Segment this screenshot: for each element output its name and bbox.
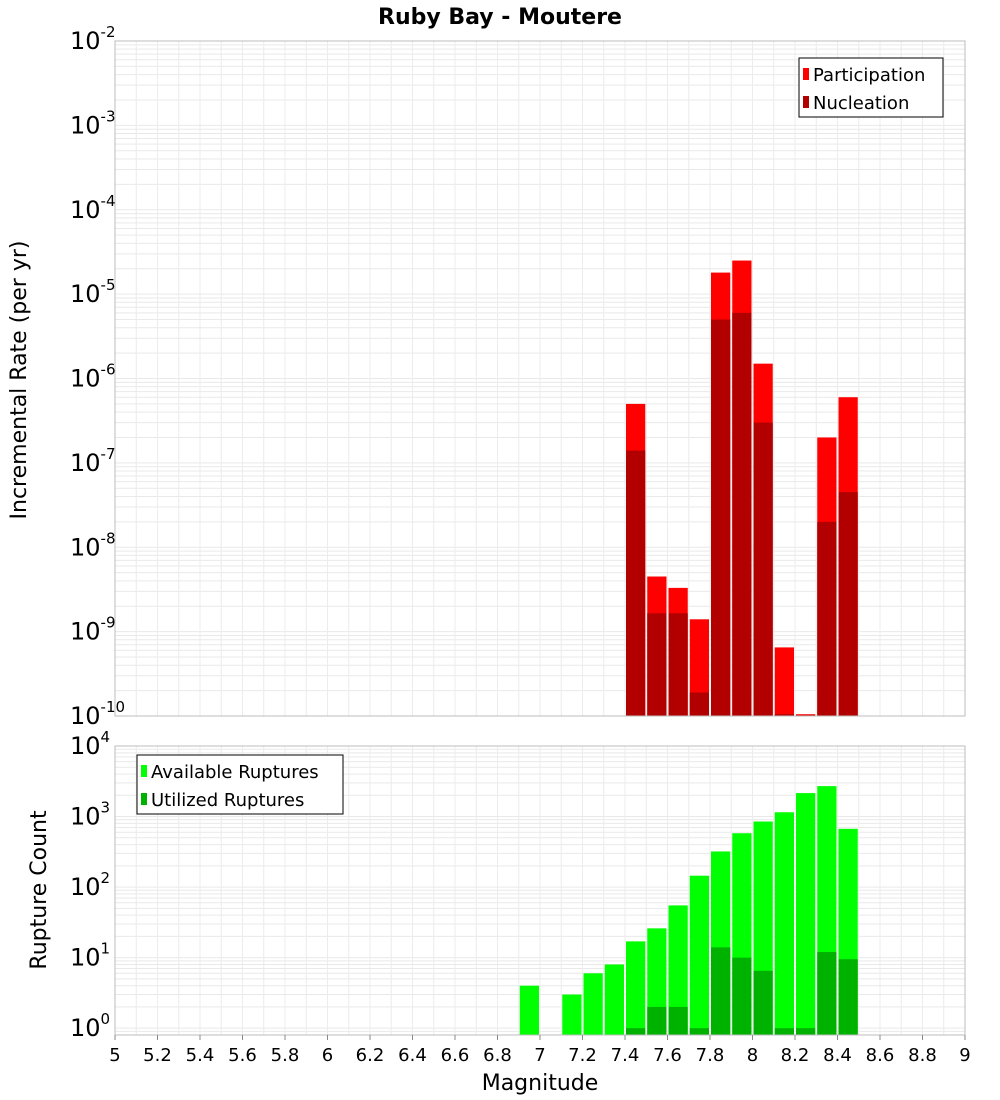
x-tick-label: 7.8 (696, 1045, 725, 1066)
x-tick-label: 5.6 (228, 1045, 257, 1066)
count-bar-utilized-ruptures (774, 1028, 794, 1035)
x-axis-label: Magnitude (482, 1071, 599, 1096)
rate-bar-nucleation (817, 521, 837, 716)
y-tick-label: 104 (70, 728, 110, 760)
x-tick-label: 7 (534, 1045, 545, 1066)
rate-legend-label: Nucleation (813, 93, 909, 114)
count-bar-utilized-ruptures (838, 959, 858, 1035)
rate-bar-nucleation (711, 319, 731, 716)
x-tick-label: 8.4 (823, 1045, 852, 1066)
count-x-ticks: 5 5.2 5.4 5.6 5.8 6 6.2 6.4 6.6 6.8 7 7.2 7.4 7.6 7.8 8… (109, 1035, 971, 1066)
count-bar-utilized-ruptures (626, 1028, 646, 1035)
count-legend-swatch (141, 793, 147, 805)
y-tick-label: 10-7 (70, 445, 116, 477)
rate-bar-nucleation (774, 714, 794, 716)
x-tick-label: 5 (109, 1045, 120, 1066)
rate-legend-label: Participation (813, 65, 925, 86)
count-legend-swatch (141, 765, 147, 777)
count-bar-available-ruptures (562, 994, 582, 1035)
rate-legend-box (798, 57, 944, 118)
y-tick-label: 102 (70, 869, 110, 901)
rate-y-ticks: 10-10 10-9 10-8 10-7 10-6 10-5 10-4 10-3 10-2 (70, 23, 125, 730)
y-tick-label: 10-8 (70, 529, 116, 561)
count-y-axis-label: Rupture Count (27, 810, 52, 970)
y-tick-label: 10-3 (70, 107, 116, 139)
count-legend-box (136, 754, 344, 815)
y-tick-label: 10-6 (70, 361, 116, 393)
count-bar-utilized-ruptures (732, 957, 752, 1035)
x-tick-label: 8 (747, 1045, 758, 1066)
rate-panel: 10-10 10-9 10-8 10-7 10-6 10-5 10-4 10-3 10-2 In… (7, 23, 966, 730)
count-bar-available-ruptures (583, 973, 603, 1035)
rate-bar-nucleation (626, 450, 646, 716)
rate-bar-nucleation (838, 492, 858, 716)
rate-bar-nucleation (732, 312, 752, 716)
x-tick-label: 9 (959, 1045, 970, 1066)
count-bar-utilized-ruptures (711, 947, 731, 1035)
count-legend-label: Available Ruptures (151, 762, 319, 783)
x-tick-label: 6.2 (356, 1045, 385, 1066)
y-tick-label: 10-10 (70, 698, 125, 730)
x-tick-label: 5.8 (271, 1045, 300, 1066)
count-bar-available-ruptures (796, 793, 816, 1035)
count-bar-available-ruptures (604, 964, 624, 1035)
rate-grid (114, 40, 966, 717)
x-tick-label: 7.4 (611, 1045, 640, 1066)
y-tick-label: 10-5 (70, 276, 116, 308)
count-y-ticks: 100 101 102 103 104 (70, 728, 110, 1042)
count-bar-available-ruptures (689, 875, 709, 1035)
rate-legend-swatch (803, 96, 809, 108)
count-bar-utilized-ruptures (689, 1028, 709, 1035)
count-bar-utilized-ruptures (668, 1006, 688, 1035)
rate-bar-nucleation (753, 422, 773, 716)
count-bar-utilized-ruptures (796, 1028, 816, 1035)
y-tick-label: 10-9 (70, 614, 116, 646)
count-panel: 100 101 102 103 104 5 5.2 5.4 5.6 5.8 6 6.2 6.4 6.6 6… (27, 728, 971, 1096)
rate-bars (626, 260, 858, 716)
rate-plot-frame (114, 40, 966, 717)
rate-y-axis-label: Incremental Rate (per yr) (7, 241, 32, 520)
rate-bar-nucleation (647, 613, 667, 716)
y-tick-label: 101 (70, 940, 110, 972)
x-tick-label: 7.2 (568, 1045, 597, 1066)
x-tick-label: 8.8 (908, 1045, 937, 1066)
count-bar-available-ruptures (668, 905, 688, 1035)
rate-bar-participation (796, 714, 816, 716)
x-tick-label: 6 (322, 1045, 333, 1066)
x-tick-label: 6.4 (398, 1045, 427, 1066)
x-tick-label: 6.8 (483, 1045, 512, 1066)
x-tick-label: 8.6 (866, 1045, 895, 1066)
y-tick-label: 103 (70, 799, 110, 831)
y-tick-label: 10-4 (70, 192, 116, 224)
count-legend-label: Utilized Ruptures (151, 790, 304, 811)
count-legend: Available Ruptures Utilized Ruptures (136, 754, 344, 815)
x-tick-label: 8.2 (781, 1045, 810, 1066)
x-tick-label: 5.2 (143, 1045, 172, 1066)
count-bar-available-ruptures (626, 941, 646, 1035)
rate-bar-nucleation (689, 692, 709, 716)
chart-title: Ruby Bay - Moutere (378, 5, 622, 30)
count-bar-utilized-ruptures (753, 970, 773, 1035)
count-bar-utilized-ruptures (817, 952, 837, 1035)
y-tick-label: 100 (70, 1010, 110, 1042)
count-bar-available-ruptures (774, 812, 794, 1035)
y-tick-label: 10-2 (70, 23, 116, 55)
count-bar-utilized-ruptures (647, 1006, 667, 1035)
count-bars (519, 786, 858, 1035)
rate-bar-participation (774, 647, 794, 716)
rate-bar-nucleation (668, 613, 688, 716)
x-tick-label: 5.4 (186, 1045, 215, 1066)
x-tick-label: 7.6 (653, 1045, 682, 1066)
rate-legend-swatch (803, 68, 809, 80)
count-bar-available-ruptures (519, 985, 539, 1035)
rate-legend: Participation Nucleation (798, 57, 944, 118)
x-tick-label: 6.6 (441, 1045, 470, 1066)
rate-bar-participation (689, 619, 709, 716)
